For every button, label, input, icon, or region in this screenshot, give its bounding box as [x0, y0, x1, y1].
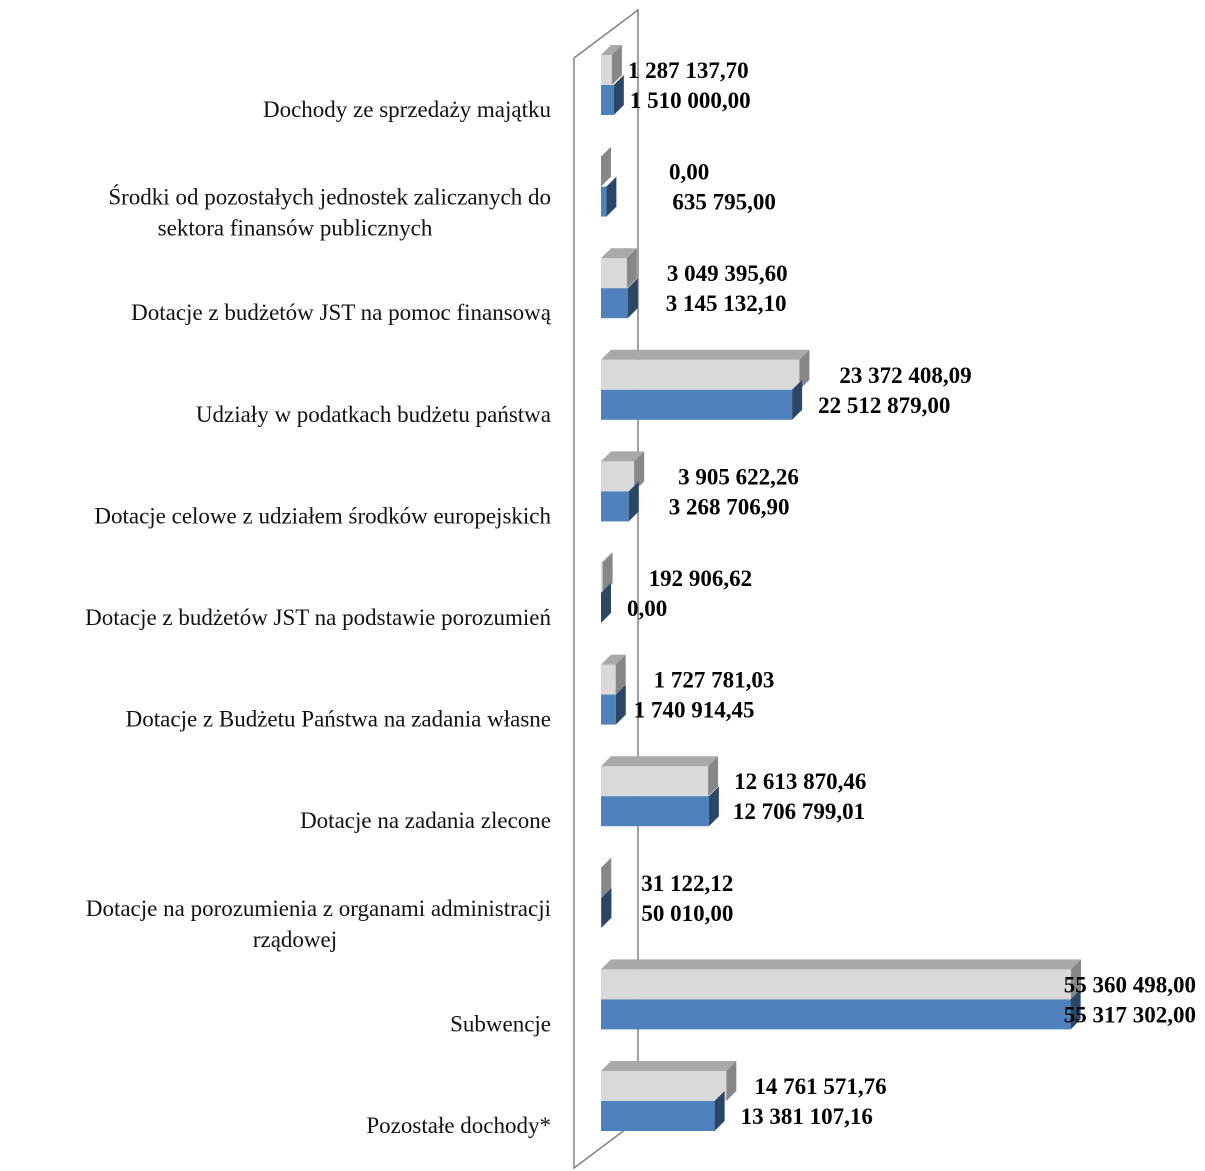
bar-side [626, 248, 637, 289]
data-label: 3 905 622,26 [678, 464, 799, 489]
category-label: Subwencje [450, 1011, 551, 1036]
category-label: Dotacje celowe z udziałem środków europe… [94, 503, 551, 528]
data-label: 1 287 137,70 [628, 58, 749, 83]
data-label: 192 906,62 [649, 566, 753, 591]
bar-side [601, 146, 611, 187]
bar-side [611, 45, 622, 85]
bar-side [792, 379, 803, 420]
category-label: Udziały w podatkach budżetu państwa [196, 402, 551, 427]
bar [601, 55, 612, 85]
data-label: 12 613 870,46 [734, 769, 866, 794]
data-label: 22 512 879,00 [818, 393, 950, 418]
bar-side [1071, 959, 1081, 1000]
data-label: 3 145 132,10 [666, 291, 787, 316]
data-label: 12 706 799,01 [733, 799, 865, 824]
data-label: 23 372 408,09 [839, 363, 971, 388]
bar-side [708, 756, 719, 797]
data-label: 14 761 571,76 [754, 1074, 886, 1099]
bar-side [628, 481, 639, 522]
data-label: 1 510 000,00 [630, 88, 751, 113]
data-label: 1 727 781,03 [654, 668, 775, 693]
bar [601, 288, 628, 319]
data-label: 635 795,00 [672, 190, 776, 215]
bar-top [601, 248, 637, 259]
data-label: 50 010,00 [641, 901, 733, 926]
bar-side [601, 887, 612, 928]
data-label: 3 049 395,60 [667, 261, 788, 286]
bar-side [799, 349, 810, 390]
category-label: Dotacje z budżetów JST na pomoc finansow… [131, 300, 552, 325]
bar-side [613, 75, 624, 115]
bar [601, 85, 614, 115]
bar [601, 359, 800, 390]
bar-side [714, 1091, 725, 1131]
bar-top [601, 756, 719, 767]
bar [601, 969, 1071, 1000]
category-label: Dotacje z Budżetu Państwa na zadania wła… [126, 707, 551, 732]
data-label: 3 268 706,90 [669, 494, 790, 519]
data-label: 55 360 498,00 [1064, 972, 1196, 997]
bar-top [601, 959, 1081, 970]
data-label: 0,00 [627, 596, 667, 621]
bar-top [601, 1061, 737, 1071]
bar [601, 258, 627, 289]
bar-top [601, 349, 810, 360]
category-labels: Dochody ze sprzedaży majątku Środki od po… [85, 97, 552, 1138]
bar-top [601, 553, 613, 563]
data-label: 31 122,12 [641, 871, 733, 896]
bar-side [615, 654, 626, 695]
bar-side [601, 857, 612, 898]
data-label: 13 381 107,16 [741, 1104, 873, 1129]
bar [601, 1071, 727, 1101]
bar [601, 766, 709, 797]
category-label: Dotacje na zadania zlecone [300, 808, 551, 833]
bar-side [627, 278, 638, 319]
bar [601, 563, 603, 593]
category-label: Dotacje z budżetów JST na podstawie poro… [85, 605, 551, 630]
value-labels: 1 287 137,70 1 510 000,00 0,00 635 795,00 3 … [627, 58, 1196, 1129]
bar-side [606, 176, 617, 217]
bar-top [601, 451, 645, 462]
data-label: 0,00 [669, 160, 709, 185]
bar [601, 694, 616, 725]
bar [601, 491, 629, 522]
bar [601, 389, 793, 420]
category-label: Dochody ze sprzedaży majątku [263, 97, 552, 122]
bar [601, 186, 607, 217]
bar-side [602, 553, 613, 593]
category-label: rządowej [253, 927, 337, 952]
bar-top [601, 45, 622, 55]
bar-side [726, 1061, 737, 1101]
bar-side [708, 786, 719, 827]
bar [601, 796, 709, 827]
category-label: Dotacje na porozumienia z organami admin… [86, 896, 551, 921]
bar [601, 461, 635, 492]
chart-bars [601, 45, 1081, 1131]
category-label: Środki od pozostałych jednostek zaliczan… [108, 184, 551, 210]
bar-top [601, 654, 626, 665]
data-label: 55 317 302,00 [1064, 1002, 1196, 1027]
bar [601, 1101, 715, 1131]
category-label: sektora finansów publicznych [158, 216, 433, 241]
bar [601, 999, 1071, 1030]
bar-side [634, 451, 645, 492]
bar-side [601, 583, 611, 623]
bar-side [615, 684, 626, 725]
category-label: Pozostałe dochody* [366, 1113, 551, 1138]
data-label: 1 740 914,45 [634, 698, 755, 723]
bar-side [1070, 989, 1081, 1030]
bar-top [601, 857, 612, 868]
bar [601, 664, 616, 695]
